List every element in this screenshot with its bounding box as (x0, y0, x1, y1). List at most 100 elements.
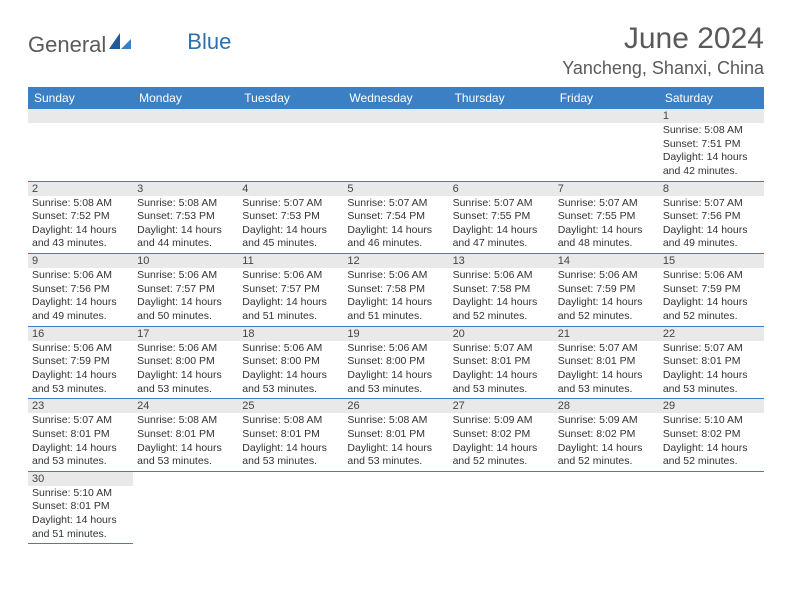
empty-cell (28, 109, 133, 181)
day-cell: 14Sunrise: 5:06 AMSunset: 7:59 PMDayligh… (554, 254, 659, 327)
day-header-row: SundayMondayTuesdayWednesdayThursdayFrid… (28, 87, 764, 109)
logo: General Blue (28, 32, 231, 58)
day-number: 8 (659, 182, 764, 196)
day-header: Wednesday (343, 87, 448, 109)
day-details: Sunrise: 5:08 AMSunset: 7:53 PMDaylight:… (133, 196, 238, 254)
day-details: Sunrise: 5:10 AMSunset: 8:01 PMDaylight:… (28, 486, 133, 544)
day-details: Sunrise: 5:09 AMSunset: 8:02 PMDaylight:… (554, 413, 659, 471)
empty-cell (449, 471, 554, 544)
day-number: 16 (28, 327, 133, 341)
day-number: 20 (449, 327, 554, 341)
day-number: 22 (659, 327, 764, 341)
day-details: Sunrise: 5:06 AMSunset: 8:00 PMDaylight:… (238, 341, 343, 399)
day-number: 19 (343, 327, 448, 341)
day-cell: 7Sunrise: 5:07 AMSunset: 7:55 PMDaylight… (554, 181, 659, 254)
day-cell: 12Sunrise: 5:06 AMSunset: 7:58 PMDayligh… (343, 254, 448, 327)
day-cell: 10Sunrise: 5:06 AMSunset: 7:57 PMDayligh… (133, 254, 238, 327)
day-details: Sunrise: 5:07 AMSunset: 7:55 PMDaylight:… (449, 196, 554, 254)
day-number: 12 (343, 254, 448, 268)
day-cell: 15Sunrise: 5:06 AMSunset: 7:59 PMDayligh… (659, 254, 764, 327)
day-cell: 17Sunrise: 5:06 AMSunset: 8:00 PMDayligh… (133, 326, 238, 399)
day-number: 7 (554, 182, 659, 196)
day-details: Sunrise: 5:08 AMSunset: 8:01 PMDaylight:… (238, 413, 343, 471)
day-details: Sunrise: 5:06 AMSunset: 7:59 PMDaylight:… (659, 268, 764, 326)
day-header: Saturday (659, 87, 764, 109)
day-number: 3 (133, 182, 238, 196)
day-details: Sunrise: 5:08 AMSunset: 7:52 PMDaylight:… (28, 196, 133, 254)
day-number: 6 (449, 182, 554, 196)
day-details: Sunrise: 5:07 AMSunset: 7:54 PMDaylight:… (343, 196, 448, 254)
week-row: 16Sunrise: 5:06 AMSunset: 7:59 PMDayligh… (28, 326, 764, 399)
day-number: 21 (554, 327, 659, 341)
day-number: 1 (659, 109, 764, 123)
empty-cell (133, 109, 238, 181)
day-cell: 9Sunrise: 5:06 AMSunset: 7:56 PMDaylight… (28, 254, 133, 327)
empty-cell (133, 471, 238, 544)
day-cell: 19Sunrise: 5:06 AMSunset: 8:00 PMDayligh… (343, 326, 448, 399)
day-cell: 23Sunrise: 5:07 AMSunset: 8:01 PMDayligh… (28, 399, 133, 472)
day-number: 11 (238, 254, 343, 268)
day-details: Sunrise: 5:08 AMSunset: 7:51 PMDaylight:… (659, 123, 764, 181)
empty-cell (343, 471, 448, 544)
day-cell: 6Sunrise: 5:07 AMSunset: 7:55 PMDaylight… (449, 181, 554, 254)
day-cell: 20Sunrise: 5:07 AMSunset: 8:01 PMDayligh… (449, 326, 554, 399)
day-cell: 30Sunrise: 5:10 AMSunset: 8:01 PMDayligh… (28, 471, 133, 544)
day-cell: 28Sunrise: 5:09 AMSunset: 8:02 PMDayligh… (554, 399, 659, 472)
day-details: Sunrise: 5:08 AMSunset: 8:01 PMDaylight:… (343, 413, 448, 471)
day-details: Sunrise: 5:06 AMSunset: 7:56 PMDaylight:… (28, 268, 133, 326)
empty-cell (238, 471, 343, 544)
header: General Blue June 2024 Yancheng, Shanxi,… (28, 22, 764, 79)
day-details: Sunrise: 5:06 AMSunset: 7:59 PMDaylight:… (554, 268, 659, 326)
day-cell: 13Sunrise: 5:06 AMSunset: 7:58 PMDayligh… (449, 254, 554, 327)
week-row: 23Sunrise: 5:07 AMSunset: 8:01 PMDayligh… (28, 399, 764, 472)
day-number: 25 (238, 399, 343, 413)
day-details: Sunrise: 5:07 AMSunset: 7:56 PMDaylight:… (659, 196, 764, 254)
day-details: Sunrise: 5:10 AMSunset: 8:02 PMDaylight:… (659, 413, 764, 471)
day-cell: 26Sunrise: 5:08 AMSunset: 8:01 PMDayligh… (343, 399, 448, 472)
day-number: 15 (659, 254, 764, 268)
day-cell: 24Sunrise: 5:08 AMSunset: 8:01 PMDayligh… (133, 399, 238, 472)
day-cell: 8Sunrise: 5:07 AMSunset: 7:56 PMDaylight… (659, 181, 764, 254)
day-cell: 21Sunrise: 5:07 AMSunset: 8:01 PMDayligh… (554, 326, 659, 399)
week-row: 9Sunrise: 5:06 AMSunset: 7:56 PMDaylight… (28, 254, 764, 327)
sail-icon (109, 33, 131, 56)
day-number: 13 (449, 254, 554, 268)
day-number: 17 (133, 327, 238, 341)
week-row: 30Sunrise: 5:10 AMSunset: 8:01 PMDayligh… (28, 471, 764, 544)
day-number: 18 (238, 327, 343, 341)
day-details: Sunrise: 5:06 AMSunset: 7:58 PMDaylight:… (449, 268, 554, 326)
day-cell: 29Sunrise: 5:10 AMSunset: 8:02 PMDayligh… (659, 399, 764, 472)
day-number: 30 (28, 472, 133, 486)
day-number: 26 (343, 399, 448, 413)
day-cell: 5Sunrise: 5:07 AMSunset: 7:54 PMDaylight… (343, 181, 448, 254)
week-row: 2Sunrise: 5:08 AMSunset: 7:52 PMDaylight… (28, 181, 764, 254)
day-details: Sunrise: 5:06 AMSunset: 7:57 PMDaylight:… (133, 268, 238, 326)
logo-text-blue: Blue (187, 29, 231, 55)
day-details: Sunrise: 5:06 AMSunset: 7:58 PMDaylight:… (343, 268, 448, 326)
day-details: Sunrise: 5:06 AMSunset: 8:00 PMDaylight:… (133, 341, 238, 399)
empty-cell (554, 109, 659, 181)
day-number: 24 (133, 399, 238, 413)
day-details: Sunrise: 5:06 AMSunset: 7:59 PMDaylight:… (28, 341, 133, 399)
day-number: 4 (238, 182, 343, 196)
day-number: 23 (28, 399, 133, 413)
day-cell: 16Sunrise: 5:06 AMSunset: 7:59 PMDayligh… (28, 326, 133, 399)
day-details: Sunrise: 5:06 AMSunset: 8:00 PMDaylight:… (343, 341, 448, 399)
day-cell: 2Sunrise: 5:08 AMSunset: 7:52 PMDaylight… (28, 181, 133, 254)
day-cell: 4Sunrise: 5:07 AMSunset: 7:53 PMDaylight… (238, 181, 343, 254)
day-header: Friday (554, 87, 659, 109)
day-details: Sunrise: 5:07 AMSunset: 8:01 PMDaylight:… (659, 341, 764, 399)
day-cell: 18Sunrise: 5:06 AMSunset: 8:00 PMDayligh… (238, 326, 343, 399)
day-number: 14 (554, 254, 659, 268)
day-number: 2 (28, 182, 133, 196)
day-details: Sunrise: 5:07 AMSunset: 8:01 PMDaylight:… (554, 341, 659, 399)
day-number: 10 (133, 254, 238, 268)
empty-cell (343, 109, 448, 181)
day-details: Sunrise: 5:08 AMSunset: 8:01 PMDaylight:… (133, 413, 238, 471)
empty-cell (659, 471, 764, 544)
day-header: Tuesday (238, 87, 343, 109)
day-details: Sunrise: 5:07 AMSunset: 8:01 PMDaylight:… (28, 413, 133, 471)
day-cell: 11Sunrise: 5:06 AMSunset: 7:57 PMDayligh… (238, 254, 343, 327)
day-details: Sunrise: 5:07 AMSunset: 7:55 PMDaylight:… (554, 196, 659, 254)
day-cell: 1Sunrise: 5:08 AMSunset: 7:51 PMDaylight… (659, 109, 764, 181)
